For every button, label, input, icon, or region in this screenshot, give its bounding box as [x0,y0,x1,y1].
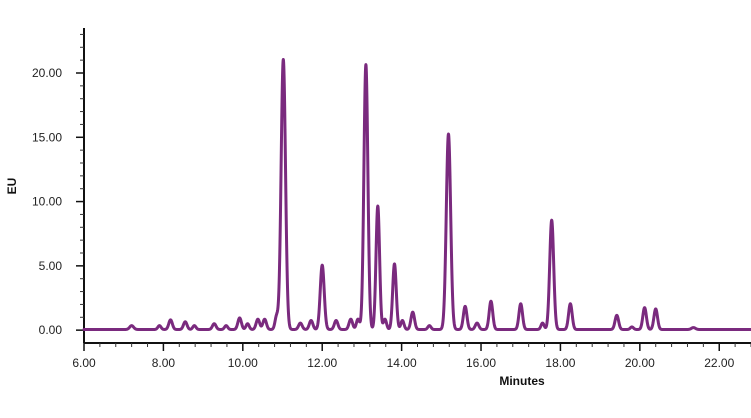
x-axis: 6.00 8.00 10.00 12.00 14.00 16.00 18.00 20.00 22… [72,342,751,370]
x-tick-label: 10.00 [228,356,258,370]
y-axis-title: EU [5,178,19,195]
x-axis-title: Minutes [499,374,545,388]
y-tick-label: 0.00 [39,323,63,337]
x-ticks: 6.00 8.00 10.00 12.00 14.00 16.00 18.00 20.00 22… [72,343,751,370]
y-axis: 0.00 5.00 10.00 15.00 20.00 [32,28,85,343]
y-ticks: 0.00 5.00 10.00 15.00 20.00 [32,33,84,337]
x-tick-label: 12.00 [307,356,337,370]
y-tick-label: 15.00 [32,130,62,144]
x-tick-label: 16.00 [466,356,496,370]
x-tick-label: 18.00 [545,356,575,370]
y-tick-label: 5.00 [39,259,63,273]
x-tick-label: 22.00 [704,356,734,370]
x-tick-label: 20.00 [625,356,655,370]
x-tick-label: 8.00 [152,356,176,370]
x-tick-label: 14.00 [387,356,417,370]
y-tick-label: 10.00 [32,195,62,209]
y-tick-label: 20.00 [32,66,62,80]
x-tick-label: 6.00 [72,356,96,370]
chromatogram-trace [82,58,751,331]
